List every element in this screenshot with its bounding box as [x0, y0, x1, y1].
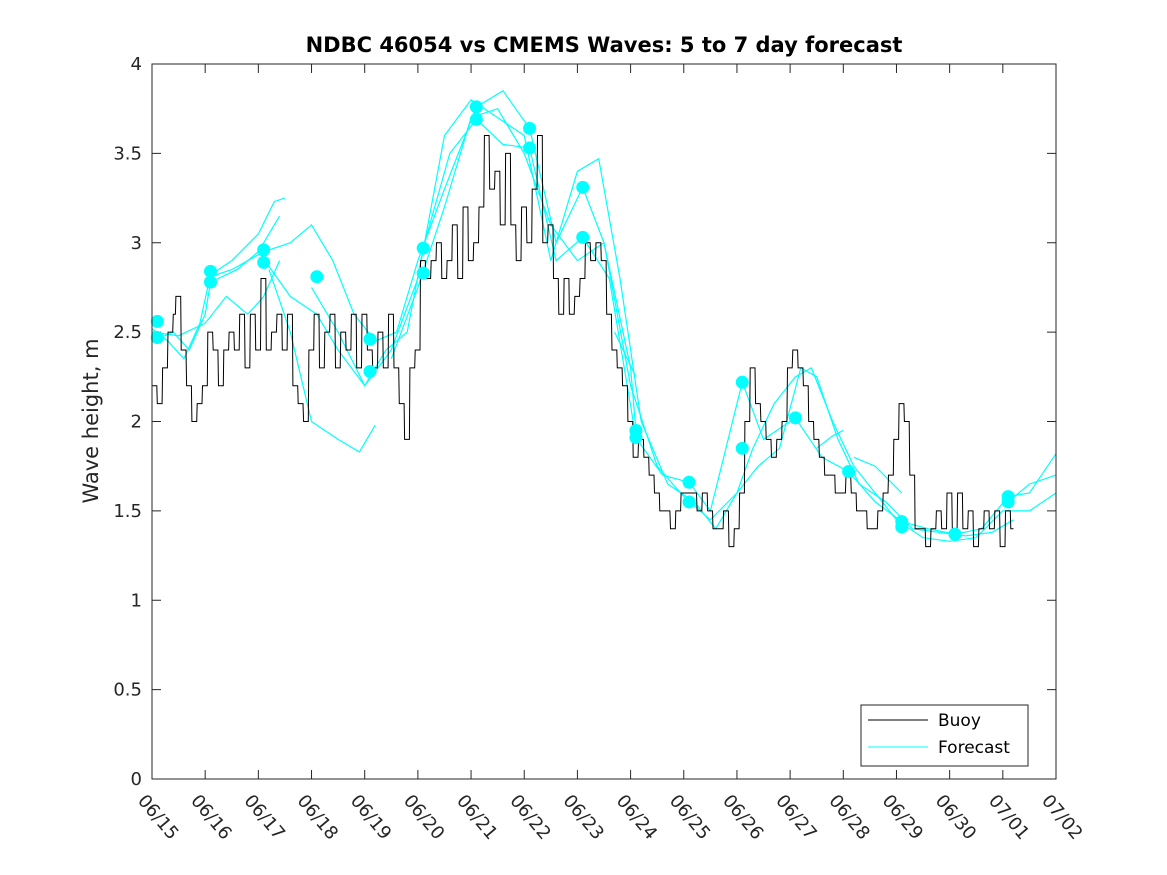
x-tick-label: 06/29	[878, 791, 927, 844]
x-tick-label: 06/22	[505, 791, 554, 844]
forecast-marker	[150, 330, 164, 344]
x-tick-label: 06/20	[399, 791, 448, 844]
forecast-marker	[735, 375, 749, 389]
y-axis-label: Wave height, m	[79, 338, 103, 503]
forecast-series	[151, 89, 1057, 542]
axis-ticks	[151, 63, 1057, 780]
forecast-marker	[363, 364, 377, 378]
forecast-marker	[363, 332, 377, 346]
forecast-marker	[203, 264, 217, 278]
forecast-marker	[576, 180, 590, 194]
y-tick-label: 4	[131, 54, 142, 75]
y-tick-labels: 0 0.5 1 1.5 2 2.5 3 3.5 4	[113, 54, 142, 790]
forecast-marker	[895, 520, 909, 534]
x-tick-labels: 06/15 06/16 06/17 06/18 06/19 06/20 06/21 06/22…	[133, 791, 1086, 844]
plot-frame	[151, 63, 1057, 780]
y-tick-label: 1.5	[113, 501, 142, 522]
forecast-line	[1007, 474, 1057, 503]
forecast-marker	[576, 230, 590, 244]
y-tick-label: 3.5	[113, 143, 142, 164]
forecast-markers	[150, 100, 1015, 541]
x-tick-label: 06/24	[612, 791, 661, 844]
x-tick-label: 07/01	[984, 791, 1033, 844]
buoy-line	[152, 135, 1014, 548]
forecast-line	[257, 118, 1057, 535]
x-tick-label: 06/21	[452, 791, 501, 844]
plot-area	[152, 64, 1056, 779]
chart-title: NDBC 46054 vs CMEMS Waves: 5 to 7 day fo…	[306, 33, 903, 57]
forecast-marker	[257, 243, 271, 257]
x-tick-label: 07/02	[1037, 791, 1086, 844]
legend-label-forecast: Forecast	[938, 738, 1010, 758]
forecast-marker	[469, 100, 483, 114]
forecast-marker	[629, 431, 643, 445]
forecast-marker	[523, 121, 537, 135]
y-tick-label: 2	[131, 412, 142, 433]
x-tick-label: 06/28	[824, 791, 873, 844]
x-tick-label: 06/30	[931, 791, 980, 844]
forecast-marker	[416, 266, 430, 280]
forecast-marker	[257, 255, 271, 269]
forecast-marker	[735, 441, 749, 455]
forecast-marker	[310, 270, 324, 284]
forecast-line	[816, 429, 844, 449]
x-tick-label: 06/17	[240, 791, 289, 844]
legend-label-buoy: Buoy	[938, 711, 981, 731]
forecast-marker	[150, 314, 164, 328]
x-tick-label: 06/27	[771, 791, 820, 844]
forecast-marker	[203, 275, 217, 289]
x-tick-label: 06/26	[718, 791, 767, 844]
forecast-line	[614, 331, 637, 378]
forecast-line	[390, 107, 1014, 537]
forecast-marker	[842, 465, 856, 479]
x-tick-label: 06/25	[665, 791, 714, 844]
forecast-line	[268, 269, 376, 453]
x-tick-label: 06/16	[186, 791, 235, 844]
legend-box	[860, 704, 1029, 767]
forecast-marker	[682, 495, 696, 509]
legend: Buoy Forecast	[860, 704, 1029, 767]
forecast-line	[853, 456, 903, 494]
y-tick-label: 0	[131, 769, 142, 790]
forecast-marker	[948, 527, 962, 541]
y-tick-label: 0.5	[113, 680, 142, 701]
x-tick-label: 06/15	[133, 791, 182, 844]
forecast-marker	[416, 241, 430, 255]
forecast-marker	[1001, 495, 1015, 509]
y-tick-label: 1	[131, 590, 142, 611]
x-tick-label: 06/23	[559, 791, 608, 844]
y-tick-label: 3	[131, 233, 142, 254]
forecast-marker	[682, 475, 696, 489]
forecast-line	[151, 260, 281, 337]
x-tick-label: 06/19	[346, 791, 395, 844]
buoy-series	[152, 135, 1014, 548]
y-tick-label: 2.5	[113, 322, 142, 343]
forecast-marker	[469, 112, 483, 126]
forecast-marker	[523, 141, 537, 155]
x-tick-label: 06/18	[293, 791, 342, 844]
forecast-marker	[788, 411, 802, 425]
